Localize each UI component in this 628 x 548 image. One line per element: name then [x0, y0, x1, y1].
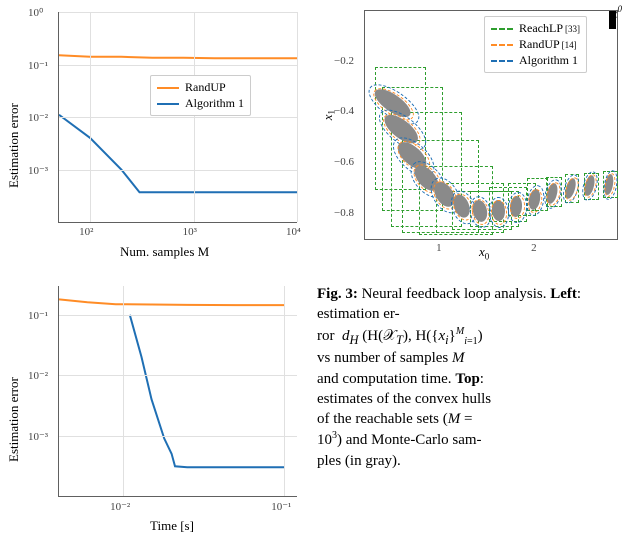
- legend-swatch: [491, 44, 513, 46]
- caption-text: of the reachable sets (M =: [317, 409, 618, 429]
- plot-area: [58, 286, 297, 497]
- caption-text: 103) and Monte-Carlo sam-: [317, 429, 618, 450]
- legend-swatch: [157, 103, 179, 105]
- legend-item: ReachLP [33]: [491, 21, 580, 36]
- tick-label: 1: [436, 242, 442, 254]
- cite: [14]: [562, 40, 577, 50]
- tick-label: 10⁻²: [110, 500, 130, 513]
- ylabel: Estimation error: [6, 58, 22, 188]
- caption-text: estimates of the convex hulls: [317, 389, 618, 409]
- reachable-sets-chart: x1 x0 x0 ReachLP [33] RandUP [14] Algori…: [314, 0, 628, 274]
- legend-label: Algorithm 1: [185, 96, 244, 111]
- figure-caption: Fig. 3: Neural feedback loop analysis. L…: [301, 274, 628, 548]
- caption-text: ror dH (H(𝒳T), H({xi}Mi=1): [317, 325, 618, 349]
- tick-label: 10⁰: [28, 6, 43, 19]
- cite: [33]: [565, 24, 580, 34]
- legend-swatch: [491, 28, 513, 30]
- x0-label: x0: [612, 4, 622, 21]
- xlabel: x0: [479, 244, 489, 262]
- tick-label: −0.6: [334, 156, 354, 168]
- tick-label: 10⁻³: [28, 164, 48, 177]
- caption-text: and computation time. Top:: [317, 369, 618, 389]
- tick-label: 10⁻¹: [28, 59, 48, 72]
- tick-label: 10⁴: [286, 226, 301, 238]
- tick-label: 10⁻²: [28, 369, 48, 382]
- legend-swatch: [157, 87, 179, 89]
- legend-label: RandUP: [519, 37, 560, 52]
- tick-label: −0.4: [334, 105, 354, 117]
- tick-label: 10⁻²: [28, 111, 48, 124]
- err-vs-samples-chart: Estimation error Num. samples M RandUP A…: [0, 0, 314, 274]
- tick-label: 10⁻³: [28, 430, 48, 443]
- tick-label: 10⁻¹: [271, 500, 291, 513]
- ylabel: Estimation error: [6, 332, 22, 462]
- caption-text: ples (in gray).: [317, 451, 618, 471]
- caption-text: Neural feedback loop analysis.: [358, 286, 550, 302]
- caption-top: Top: [455, 371, 479, 387]
- legend-item: Algorithm 1: [157, 96, 244, 111]
- plot-area: [58, 12, 297, 223]
- tick-label: 2: [531, 242, 537, 254]
- legend-swatch: [491, 60, 513, 62]
- tick-label: 10²: [79, 226, 93, 238]
- tick-label: −0.2: [334, 55, 354, 67]
- legend-item: Algorithm 1: [491, 53, 580, 68]
- caption-left: Left: [550, 286, 577, 302]
- caption-text: vs number of samples M: [317, 348, 618, 368]
- legend: ReachLP [33] RandUP [14] Algorithm 1: [484, 16, 587, 73]
- xlabel: Time [s]: [150, 518, 194, 534]
- legend-label: ReachLP: [519, 21, 563, 36]
- err-vs-time-chart: Estimation error Time [s] 10⁻¹ 10⁻² 10⁻³ 10…: [0, 274, 301, 548]
- legend-item: RandUP: [157, 80, 244, 95]
- fig-label: Fig. 3:: [317, 286, 358, 302]
- tick-label: 10³: [183, 226, 197, 238]
- legend: RandUP Algorithm 1: [150, 75, 251, 116]
- legend-label: Algorithm 1: [519, 53, 578, 68]
- legend-label: RandUP: [185, 80, 226, 95]
- xlabel: Num. samples M: [120, 244, 209, 260]
- tick-label: 10⁻¹: [28, 309, 48, 322]
- tick-label: −0.8: [334, 207, 354, 219]
- legend-item: RandUP [14]: [491, 37, 580, 52]
